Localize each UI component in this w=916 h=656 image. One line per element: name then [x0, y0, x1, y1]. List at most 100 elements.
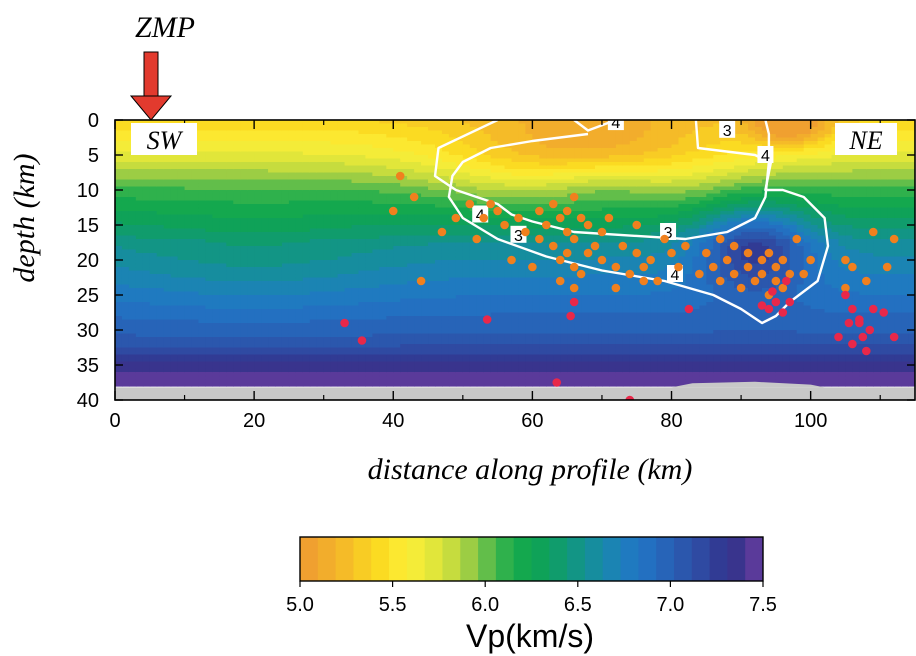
velocity-cell	[525, 141, 533, 146]
velocity-cell	[441, 127, 450, 132]
velocity-cell	[281, 137, 290, 142]
velocity-cell	[156, 337, 165, 342]
velocity-cell	[115, 200, 123, 205]
velocity-cell	[490, 214, 499, 219]
velocity-cell	[163, 312, 172, 317]
velocity-cell	[525, 361, 533, 366]
velocity-cell	[441, 249, 450, 254]
velocity-cell	[553, 155, 561, 160]
velocity-cell	[240, 281, 248, 286]
velocity-cell	[560, 151, 568, 156]
velocity-cell	[191, 347, 200, 352]
velocity-cell	[490, 295, 499, 300]
velocity-cell	[205, 305, 213, 310]
velocity-cell	[302, 158, 311, 163]
velocity-cell	[518, 207, 527, 212]
velocity-cell	[205, 197, 213, 202]
velocity-cell	[511, 337, 520, 342]
velocity-cell	[316, 207, 325, 212]
velocity-cell	[400, 162, 408, 167]
velocity-cell	[302, 277, 311, 282]
velocity-cell	[407, 312, 415, 317]
velocity-cell	[268, 361, 276, 366]
velocity-cell	[184, 256, 193, 261]
velocity-cell	[400, 267, 408, 272]
velocity-cell	[295, 207, 304, 212]
velocity-cell	[386, 123, 394, 128]
velocity-cell	[121, 123, 130, 128]
velocity-cell	[393, 340, 401, 345]
velocity-cell	[358, 246, 367, 251]
velocity-cell	[483, 333, 492, 338]
velocity-cell	[142, 382, 151, 387]
velocity-cell	[393, 134, 401, 139]
velocity-cell	[400, 263, 408, 268]
velocity-cell	[393, 323, 401, 328]
velocity-cell	[532, 260, 540, 265]
velocity-cell	[386, 361, 394, 366]
velocity-cell	[128, 253, 137, 258]
velocity-cell	[372, 337, 380, 342]
velocity-cell	[302, 172, 311, 177]
velocity-cell	[198, 197, 207, 202]
velocity-cell	[546, 158, 554, 163]
velocity-cell	[115, 309, 123, 314]
velocity-cell	[386, 218, 394, 223]
velocity-cell	[372, 151, 380, 156]
velocity-cell	[156, 309, 165, 314]
velocity-cell	[135, 288, 144, 293]
velocity-cell	[142, 249, 151, 254]
velocity-cell	[379, 190, 387, 195]
velocity-cell	[163, 165, 172, 170]
velocity-cell	[281, 158, 290, 163]
velocity-cell	[205, 193, 213, 198]
velocity-cell	[539, 169, 547, 174]
velocity-cell	[518, 284, 527, 289]
velocity-cell	[393, 344, 401, 349]
velocity-cell	[421, 176, 429, 181]
velocity-cell	[400, 232, 408, 237]
velocity-cell	[386, 130, 394, 135]
velocity-cell	[240, 225, 248, 230]
velocity-cell	[191, 176, 200, 181]
velocity-cell	[302, 183, 311, 188]
velocity-cell	[323, 361, 332, 366]
velocity-cell	[421, 365, 429, 370]
velocity-cell	[379, 214, 387, 219]
velocity-cell	[483, 344, 492, 349]
velocity-cell	[448, 253, 457, 258]
velocity-cell	[518, 323, 527, 328]
velocity-cell	[128, 239, 137, 244]
velocity-cell	[135, 277, 144, 282]
velocity-cell	[142, 256, 151, 261]
velocity-cell	[435, 354, 443, 359]
velocity-cell	[511, 323, 520, 328]
velocity-cell	[275, 291, 283, 296]
velocity-cell	[462, 141, 471, 146]
velocity-cell	[435, 169, 443, 174]
velocity-cell	[309, 326, 318, 331]
velocity-cell	[323, 354, 332, 359]
velocity-cell	[205, 375, 213, 380]
velocity-cell	[421, 274, 429, 279]
velocity-cell	[365, 382, 373, 387]
velocity-cell	[281, 186, 290, 191]
velocity-cell	[198, 242, 207, 247]
velocity-cell	[525, 379, 533, 384]
velocity-cell	[268, 295, 276, 300]
velocity-cell	[344, 172, 353, 177]
velocity-cell	[532, 298, 540, 303]
velocity-cell	[421, 382, 429, 387]
velocity-cell	[219, 340, 227, 345]
velocity-cell	[386, 158, 394, 163]
velocity-cell	[288, 148, 297, 153]
velocity-cell	[448, 330, 457, 335]
velocity-cell	[219, 211, 227, 216]
velocity-cell	[511, 347, 520, 352]
velocity-cell	[525, 193, 533, 198]
velocity-cell	[511, 319, 520, 324]
velocity-cell	[490, 186, 499, 191]
velocity-cell	[281, 228, 290, 233]
velocity-cell	[184, 291, 193, 296]
velocity-cell	[219, 239, 227, 244]
